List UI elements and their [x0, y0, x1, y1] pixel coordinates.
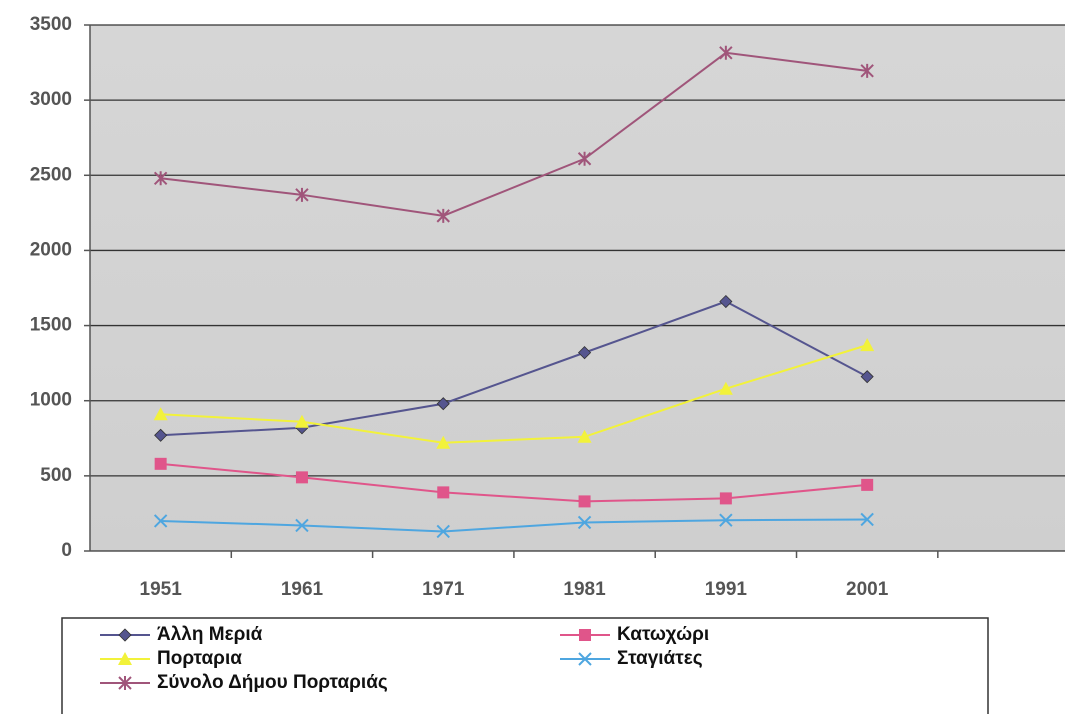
data-point — [436, 208, 450, 223]
series-line — [160, 518, 868, 533]
legend-label: Πορταρια — [157, 648, 242, 669]
y-tick-label: 0 — [61, 540, 72, 561]
legend-marker — [118, 628, 132, 642]
legend-box — [61, 617, 989, 714]
plot-area — [90, 25, 1065, 551]
data-point — [153, 514, 168, 528]
data-point — [154, 457, 167, 470]
data-point — [718, 381, 733, 395]
x-tick-label: 2001 — [846, 579, 889, 600]
y-tick-label: 2000 — [30, 239, 72, 260]
data-point — [577, 515, 592, 530]
data-point — [436, 397, 450, 411]
data-point — [153, 407, 168, 421]
data-point — [437, 486, 450, 499]
data-point — [295, 187, 309, 202]
x-tick-label: 1971 — [422, 579, 465, 600]
y-tick-label: 2500 — [30, 164, 72, 185]
data-point — [154, 428, 168, 442]
data-point — [719, 513, 733, 527]
legend-marker — [118, 676, 132, 690]
legend-label: Σύνολο Δήμου Πορταριάς — [157, 672, 388, 693]
data-point — [436, 435, 451, 449]
data-point — [577, 429, 592, 443]
x-tick-label: 1991 — [705, 579, 748, 600]
data-point — [436, 524, 450, 539]
y-tick-label: 3000 — [30, 89, 72, 110]
data-point — [295, 518, 309, 533]
y-tick-label: 1500 — [30, 315, 72, 336]
x-tick-label: 1981 — [563, 579, 606, 600]
data-point — [153, 171, 168, 186]
data-point — [860, 338, 875, 352]
series-line — [160, 51, 868, 217]
legend-label: Κατωχώρι — [617, 624, 709, 645]
data-point — [860, 370, 874, 384]
series-line — [160, 344, 868, 444]
data-point — [860, 512, 874, 527]
series-line — [160, 300, 868, 437]
x-tick-label: 1951 — [140, 579, 183, 600]
data-point — [295, 471, 308, 484]
legend-marker — [579, 629, 591, 641]
data-point — [719, 492, 732, 505]
data-point — [719, 294, 733, 309]
legend-marker — [118, 652, 132, 665]
y-tick-label: 3500 — [30, 14, 72, 35]
data-point — [577, 151, 592, 166]
legend-label: Σταγιάτες — [617, 648, 703, 669]
data-point — [861, 478, 874, 491]
series-line — [160, 462, 868, 503]
data-point — [719, 45, 733, 60]
x-tick-label: 1961 — [281, 579, 324, 600]
data-point — [577, 346, 592, 360]
y-tick-label: 500 — [40, 465, 72, 486]
legend-marker — [578, 652, 592, 666]
data-point — [860, 63, 874, 78]
legend-label: Άλλη Μεριά — [157, 624, 263, 645]
data-point — [294, 414, 309, 428]
y-tick-label: 1000 — [30, 390, 72, 411]
data-point — [578, 495, 591, 508]
